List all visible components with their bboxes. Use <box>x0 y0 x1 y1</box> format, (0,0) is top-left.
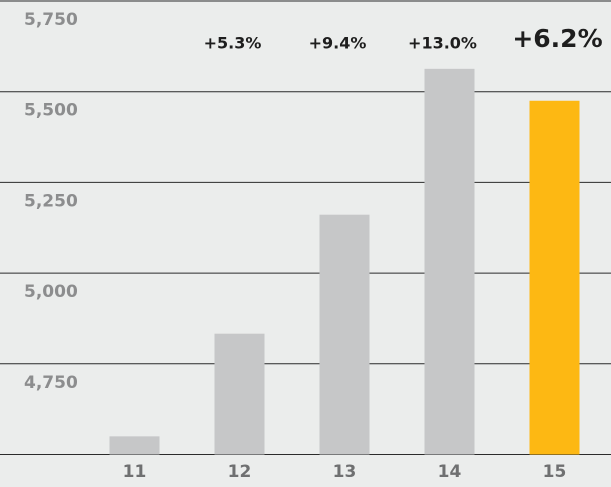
x-tick-label: 14 <box>438 462 462 482</box>
bar <box>319 214 370 455</box>
x-tick-label: 11 <box>123 462 147 482</box>
y-tick-label: 5,750 <box>24 10 78 30</box>
bar <box>424 68 475 455</box>
bar <box>529 100 580 455</box>
x-tick-label: 12 <box>228 462 252 482</box>
y-tick-label: 5,500 <box>24 101 78 121</box>
y-tick-label: 4,750 <box>24 373 78 393</box>
y-tick-label: 5,000 <box>24 282 78 302</box>
bar <box>214 333 265 455</box>
y-tick-label: 5,250 <box>24 191 78 211</box>
x-tick-label: 15 <box>543 462 567 482</box>
growth-label: +9.4% <box>309 34 367 53</box>
bar <box>109 436 160 455</box>
growth-label: +6.2% <box>512 24 602 53</box>
growth-label: +13.0% <box>408 34 477 53</box>
x-tick-label: 13 <box>333 462 357 482</box>
growth-label: +5.3% <box>204 34 262 53</box>
